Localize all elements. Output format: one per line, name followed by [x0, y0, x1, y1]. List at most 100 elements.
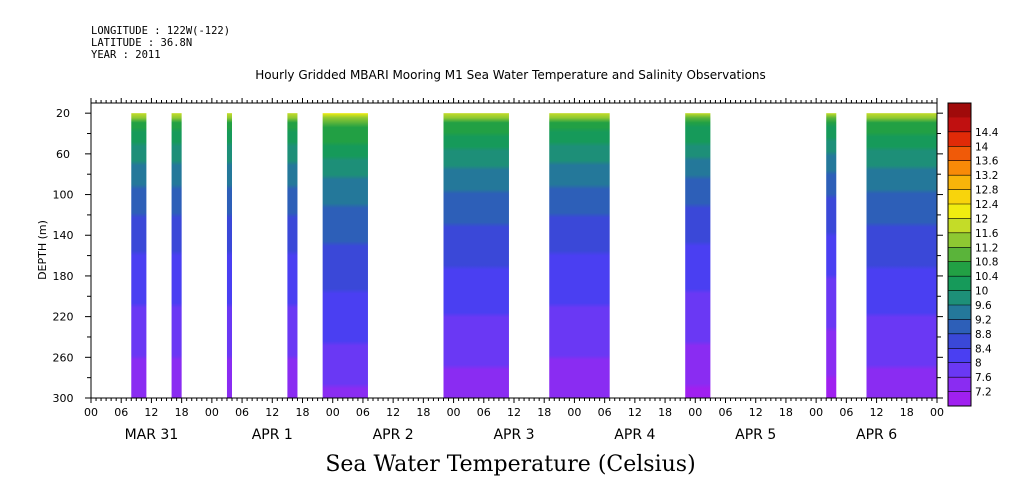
x-axis-title-wrap: Sea Water Temperature (Celsius): [0, 452, 1009, 477]
chart-title: Hourly Gridded MBARI Mooring M1 Sea Wate…: [255, 68, 766, 82]
colorbar-label: 13.2: [975, 170, 998, 182]
x-tick-label: 06: [477, 406, 491, 419]
colorbar-label: 10: [975, 286, 988, 298]
observation-blocks: [131, 113, 937, 398]
y-tick-label: 140: [53, 229, 74, 242]
x-tick-label: 00: [447, 406, 461, 419]
colorbar-swatch: [948, 305, 971, 320]
y-tick-label: 20: [56, 107, 70, 120]
colorbar-swatch: [948, 377, 971, 393]
observation-block: [826, 113, 837, 398]
y-tick-label: 260: [53, 351, 74, 364]
x-tick-label: 18: [175, 406, 189, 419]
observation-block: [322, 113, 368, 398]
x-tick-label: 18: [658, 406, 672, 419]
colorbar-swatch: [948, 131, 971, 147]
observation-block: [131, 113, 147, 398]
colorbar-label: 8.4: [975, 343, 992, 355]
observation-block: [171, 113, 182, 398]
y-axis: 20 60 100 140 180 220 260 300: [53, 107, 943, 405]
y-tick-label: 100: [53, 189, 74, 202]
colorbar-swatch: [948, 117, 971, 133]
colorbar-swatch: [948, 333, 971, 349]
colorbar-label: 10.8: [975, 257, 998, 269]
colorbar-swatch: [948, 103, 971, 118]
x-axis: 00 06 12 18 00 06 12 18 00 06 12 18 00 06 12 18 00 06 12 18…: [84, 98, 944, 443]
colorbar-swatch: [948, 175, 971, 191]
longitude-label: LONGITUDE : 122W(-122): [91, 25, 231, 37]
colorbar-swatch: [948, 189, 971, 205]
colorbar-label: 12.8: [975, 185, 998, 197]
x-tick-label: 00: [809, 406, 823, 419]
day-label: APR 4: [614, 427, 655, 443]
observation-block: [287, 113, 298, 398]
colorbar-swatch: [948, 348, 971, 364]
colorbar-swatch: [948, 232, 971, 248]
x-axis-title: Sea Water Temperature (Celsius): [325, 452, 696, 477]
day-label: APR 2: [373, 427, 414, 443]
plot-frame: [90, 102, 938, 399]
day-label: APR 6: [856, 427, 897, 443]
x-tick-label: 06: [839, 406, 853, 419]
colorbar-label: 11.6: [975, 228, 999, 240]
x-tick-label: 12: [628, 406, 642, 419]
colorbar-swatch: [948, 276, 971, 292]
x-tick-label: 06: [356, 406, 370, 419]
x-tick-label: 06: [114, 406, 128, 419]
colorbar-swatch: [948, 146, 971, 162]
colorbar-frame: [947, 102, 972, 407]
colorbar-label: 9.6: [975, 300, 992, 312]
colorbar-label: 7.2: [975, 387, 992, 399]
x-tick-label: 00: [688, 406, 702, 419]
x-tick-label: 06: [235, 406, 249, 419]
x-tick-label: 00: [326, 406, 340, 419]
x-tick-label: 18: [779, 406, 793, 419]
colorbar-swatch: [948, 160, 971, 176]
colorbar-swatch: [948, 319, 971, 335]
chart-title-wrap: Hourly Gridded MBARI Mooring M1 Sea Wate…: [0, 68, 1009, 82]
observation-block: [226, 113, 232, 398]
x-tick-label: 12: [507, 406, 521, 419]
observation-block: [443, 113, 509, 398]
colorbar-label: 9.2: [975, 314, 992, 326]
colorbar-swatch: [948, 247, 971, 263]
x-tick-label: 12: [386, 406, 400, 419]
x-tick-label: 18: [296, 406, 310, 419]
day-label: MAR 31: [125, 427, 179, 443]
latitude-label: LATITUDE : 36.8N: [91, 37, 193, 49]
x-tick-label: 18: [900, 406, 914, 419]
y-axis-label: DEPTH (m): [36, 220, 49, 280]
x-tick-label: 00: [930, 406, 944, 419]
colorbar-swatch: [948, 261, 971, 277]
observation-block: [866, 113, 937, 398]
y-tick-label: 60: [56, 148, 70, 161]
day-label: APR 3: [493, 427, 534, 443]
y-tick-label: 180: [53, 270, 74, 283]
observation-block: [549, 113, 610, 398]
day-label: APR 1: [252, 427, 293, 443]
x-tick-label: 12: [749, 406, 763, 419]
x-tick-label: 06: [719, 406, 733, 419]
colorbar-label: 12: [975, 213, 988, 225]
x-tick-label: 00: [205, 406, 219, 419]
colorbar-label: 13.6: [975, 156, 999, 168]
colorbar-label: 8.8: [975, 329, 992, 341]
x-tick-label: 00: [84, 406, 98, 419]
colorbar-label: 8: [975, 358, 982, 370]
colorbar-swatch: [948, 362, 971, 378]
colorbar-label: 7.6: [975, 372, 992, 384]
y-tick-label: 220: [53, 311, 74, 324]
colorbar-label: 14: [975, 141, 989, 153]
day-label: APR 5: [735, 427, 776, 443]
colorbar: 7.2 7.6 8 8.4 8.8 9.2 9.6 10 10.4 10.8 11.2 11.6 12 1…: [947, 102, 999, 407]
x-tick-label: 18: [537, 406, 551, 419]
colorbar-label: 11.2: [975, 242, 998, 254]
observation-block: [685, 113, 711, 398]
colorbar-swatch: [948, 204, 971, 219]
colorbar-swatch: [948, 391, 971, 407]
x-tick-label: 18: [416, 406, 430, 419]
x-tick-label: 12: [144, 406, 158, 419]
colorbar-swatch: [948, 218, 971, 234]
year-label: YEAR : 2011: [91, 49, 161, 61]
